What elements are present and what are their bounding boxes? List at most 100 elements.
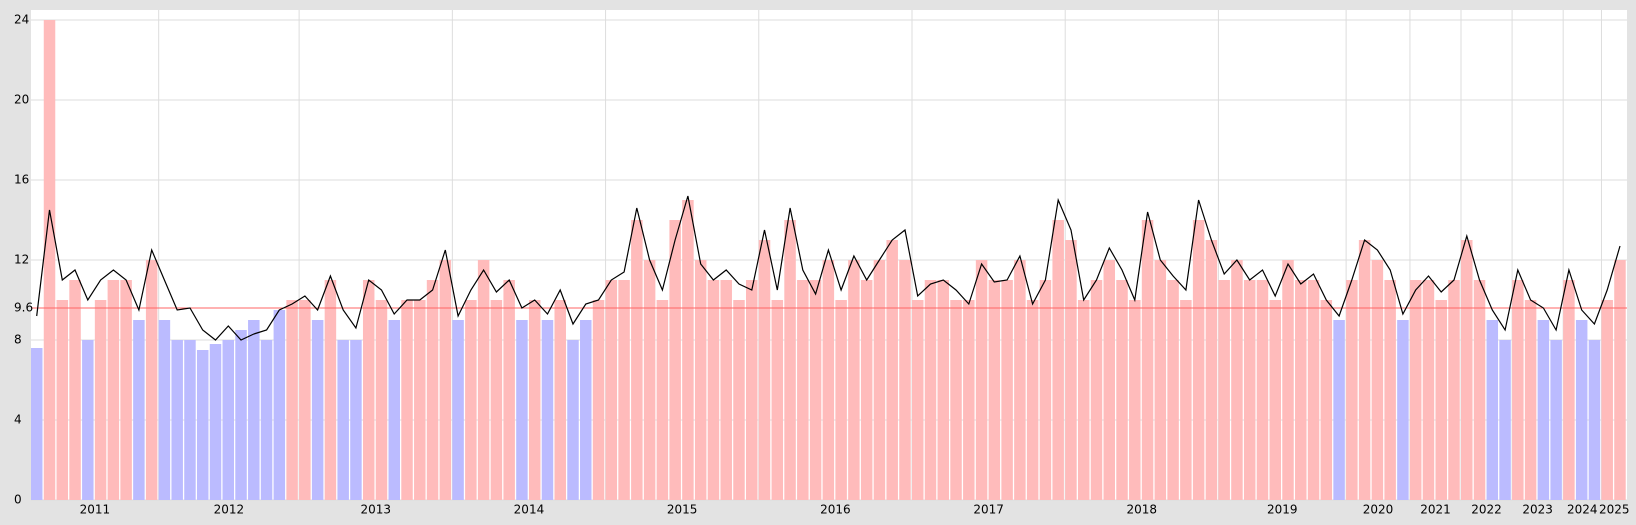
- x-tick-label: 2018: [1127, 503, 1158, 517]
- bar: [1550, 340, 1562, 500]
- bar: [299, 300, 311, 500]
- bar: [631, 220, 643, 500]
- bar: [1192, 220, 1205, 500]
- bar: [209, 344, 222, 500]
- bar: [1026, 300, 1039, 500]
- y-tick-label: 0: [14, 493, 22, 507]
- bar: [733, 300, 745, 500]
- bar: [158, 320, 171, 500]
- bar: [592, 300, 605, 500]
- bar: [439, 260, 452, 500]
- bar: [260, 340, 273, 500]
- bar: [1499, 340, 1511, 500]
- bar: [963, 300, 975, 500]
- bar: [1614, 260, 1626, 500]
- bar: [1320, 300, 1333, 500]
- bar: [375, 300, 388, 500]
- y-tick-label: 12: [14, 253, 29, 267]
- bar: [528, 300, 541, 500]
- bar: [1065, 240, 1077, 500]
- bar: [1333, 320, 1345, 500]
- bar: [1307, 280, 1320, 500]
- bar: [848, 260, 860, 500]
- bar: [1295, 280, 1307, 500]
- bar: [1461, 240, 1473, 500]
- bar: [477, 260, 490, 500]
- bar: [503, 280, 515, 500]
- bar: [1358, 240, 1371, 500]
- x-tick-label: 2021: [1420, 503, 1451, 517]
- bar: [1039, 280, 1052, 500]
- bar: [490, 300, 503, 500]
- bar: [924, 280, 937, 500]
- bar: [937, 280, 950, 500]
- bar: [337, 340, 349, 500]
- y-tick-label: 20: [14, 93, 29, 107]
- bar: [1077, 300, 1090, 500]
- bar: [1269, 300, 1281, 500]
- average-line: [36, 195, 1621, 341]
- bar: [1346, 280, 1358, 500]
- x-tick-label: 2016: [820, 503, 851, 517]
- bar: [656, 300, 669, 500]
- bar: [950, 300, 962, 500]
- bar: [797, 280, 809, 500]
- bar: [567, 340, 579, 500]
- bar: [1384, 280, 1396, 500]
- bar: [771, 300, 784, 500]
- x-tick-label: 2019: [1267, 503, 1298, 517]
- bar: [1141, 220, 1154, 500]
- bar: [31, 348, 43, 500]
- bar: [1473, 280, 1486, 500]
- bar: [911, 300, 924, 500]
- bar: [1435, 300, 1447, 500]
- bar: [465, 300, 477, 500]
- bar: [324, 280, 337, 500]
- bar: [580, 320, 592, 500]
- bar: [1154, 260, 1167, 500]
- y-tick-label: 8: [14, 333, 22, 347]
- threshold-label: 9.6: [14, 301, 33, 315]
- bar: [184, 340, 196, 500]
- bar: [235, 330, 247, 500]
- bar: [1486, 320, 1499, 500]
- bar: [860, 280, 873, 500]
- bar: [1282, 260, 1294, 500]
- bar: [1167, 280, 1179, 500]
- bar: [873, 260, 886, 500]
- bar: [1243, 280, 1256, 500]
- bar: [975, 260, 988, 500]
- bar: [1409, 280, 1422, 500]
- x-tick-label: 2020: [1363, 503, 1394, 517]
- bar: [1014, 260, 1026, 500]
- bar: [886, 240, 898, 500]
- bar: [388, 320, 400, 500]
- bar: [720, 280, 732, 500]
- bar: [273, 310, 286, 500]
- bar: [1512, 280, 1524, 500]
- bar: [248, 320, 260, 500]
- bar: [1397, 320, 1409, 500]
- bar: [1448, 280, 1460, 500]
- bar: [707, 280, 720, 500]
- bar: [758, 240, 771, 500]
- bar: [643, 260, 656, 500]
- bar: [784, 220, 796, 500]
- x-tick-label: 2024: [1567, 503, 1598, 517]
- bar: [1537, 320, 1550, 500]
- bar: [516, 320, 528, 500]
- bar: [1129, 300, 1141, 500]
- y-tick-label: 16: [14, 173, 29, 187]
- x-tick-label: 2022: [1471, 503, 1502, 517]
- bar: [69, 280, 81, 500]
- bar: [1090, 280, 1103, 500]
- bar: [899, 260, 911, 500]
- bar: [1588, 340, 1601, 500]
- bar: [222, 340, 235, 500]
- bar: [669, 220, 681, 500]
- x-tick-label: 2011: [80, 503, 111, 517]
- bar: [1371, 260, 1384, 500]
- bar: [107, 280, 120, 500]
- bar: [133, 320, 145, 500]
